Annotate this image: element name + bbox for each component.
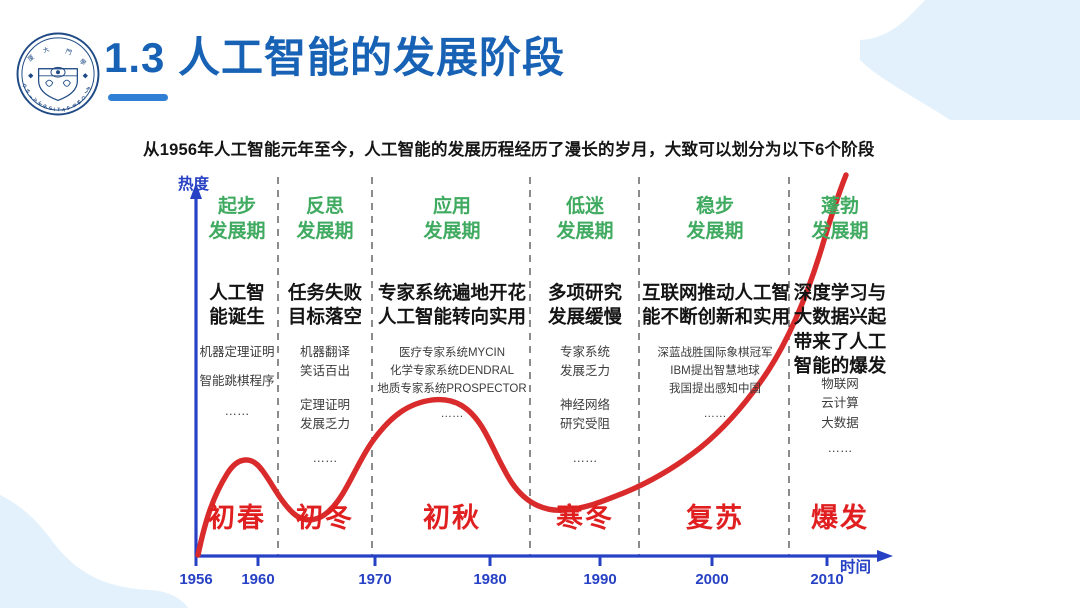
season-label-1: 初春: [208, 503, 266, 533]
svg-text:門: 門: [64, 48, 72, 57]
svg-text:E: E: [84, 86, 91, 92]
svg-text:E: E: [38, 100, 44, 107]
svg-text:厦: 厦: [27, 54, 36, 63]
x-tick-1960: 1960: [241, 571, 275, 588]
svg-text:S: S: [49, 106, 54, 112]
svg-text:S: S: [65, 105, 71, 112]
season-label-5: 复苏: [686, 503, 744, 533]
stage-name-1: 起步 发展期: [208, 196, 266, 242]
x-axis-label: 时间: [840, 559, 872, 576]
season-label-2: 初冬: [296, 503, 354, 533]
y-axis: [190, 183, 202, 556]
svg-text:T: T: [57, 107, 60, 113]
stage-headline-3: 专家系统遍地开花 人工智能转向实用: [377, 282, 526, 328]
stage-headline-1: 人工智 能诞生: [209, 282, 265, 328]
subtitle: 从1956年人工智能元年至今，人工智能的发展历程经历了漫长的岁月，大致可以划分为…: [143, 141, 875, 159]
stage-notes-4: 专家系统 发展乏力 神经网络 研究受阻 ……: [559, 345, 610, 465]
stage-name-6: 蓬勃 发展期: [811, 196, 869, 242]
svg-text:A: A: [61, 107, 66, 114]
x-tick-1970: 1970: [358, 571, 392, 588]
stage-headline-6: 深度学习与 大数据兴起 带来了人工 智能的爆发: [793, 282, 887, 377]
svg-text:V: V: [33, 97, 40, 104]
university-seal-logo: 厦 大 門 學 U N I V E R S I T A S A M O I E: [16, 32, 100, 116]
y-axis-label: 热度: [178, 176, 210, 193]
stage-name-5: 稳步 发展期: [686, 196, 744, 242]
x-axis: [194, 550, 893, 566]
x-tick-2000: 2000: [695, 571, 729, 588]
stage-headline-5: 互联网推动人工智 能不断创新和实用: [642, 282, 791, 328]
x-tick-1956: 1956: [179, 571, 213, 588]
stage-headline-4: 多项研究 发展缓慢: [547, 282, 622, 328]
x-tick-2010: 2010: [810, 571, 844, 588]
season-label-6: 爆发: [811, 503, 869, 533]
stage-notes-5: 深蓝战胜国际象棋冠军 IBM提出智慧地球 我国提出感知中国 ……: [657, 347, 773, 421]
x-tick-1980: 1980: [473, 571, 507, 588]
svg-text:O: O: [79, 95, 86, 102]
stage-notes-1: 机器定理证明 智能跳棋程序 ……: [199, 345, 275, 418]
x-tick-1990: 1990: [583, 571, 617, 588]
chart-canvas: [190, 172, 893, 566]
decorative-blob-top-right: [860, 0, 1080, 120]
page-title-wrapper: 1.3 人工智能的发展阶段: [104, 30, 565, 110]
hype-curve: [195, 172, 849, 558]
stage-notes-6: 物联网 云计算 大数据 ……: [821, 377, 859, 456]
stage-name-4: 低迷 发展期: [556, 196, 614, 242]
svg-text:R: R: [43, 103, 48, 110]
svg-text:A: A: [71, 102, 77, 109]
svg-text:I: I: [29, 94, 35, 100]
page-title: 1.3 人工智能的发展阶段: [104, 34, 566, 81]
stage-name-2: 反思 发展期: [296, 196, 354, 242]
svg-text:U: U: [22, 83, 29, 89]
svg-text:I: I: [53, 107, 55, 113]
stage-headline-2: 任务失败 目标落空: [287, 282, 362, 328]
season-label-4: 寒冬: [556, 503, 614, 533]
title-underline: [108, 94, 168, 101]
stage-name-3: 应用 发展期: [423, 196, 481, 242]
ai-development-timeline-chart: 热度 时间 起步 发展期 人工智 能诞生 机器定理证明 智能跳棋程序 …… 初春…: [0, 165, 1080, 608]
svg-text:I: I: [83, 90, 89, 95]
stage-notes-2: 机器翻译 笑话百出 定理证明 发展乏力 ……: [299, 345, 350, 465]
season-label-3: 初秋: [423, 503, 481, 533]
svg-text:N: N: [25, 88, 32, 95]
svg-text:M: M: [75, 99, 82, 106]
svg-text:學: 學: [78, 57, 88, 67]
stage-notes-3: 医疗专家系统MYCIN 化学专家系统DENDRAL 地质专家系统PROSPECT…: [377, 347, 527, 421]
svg-text:大: 大: [42, 45, 51, 55]
